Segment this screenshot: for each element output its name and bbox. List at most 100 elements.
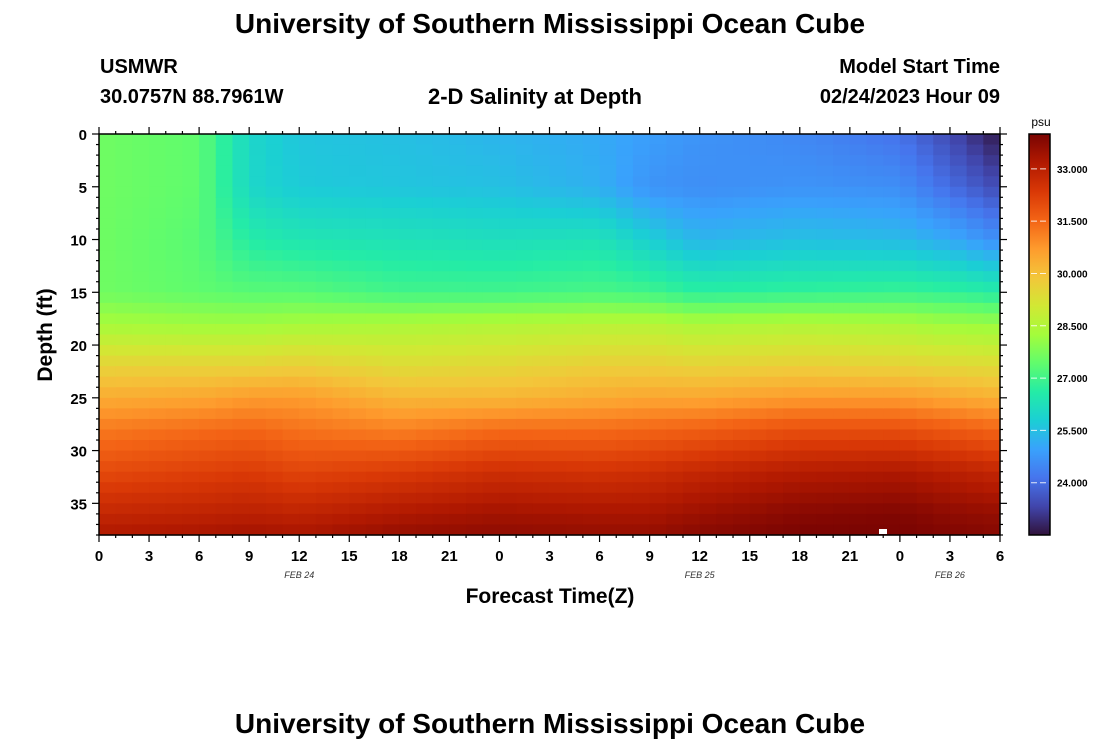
heatmap-cell <box>432 355 450 367</box>
heatmap-cell <box>682 250 701 262</box>
heatmap-cell <box>215 197 234 209</box>
heatmap-cell <box>716 292 734 304</box>
heatmap-cell <box>299 492 317 504</box>
heatmap-cell <box>149 176 167 188</box>
heatmap-cell <box>232 513 250 526</box>
heatmap-cell <box>165 302 184 314</box>
heatmap-cell <box>149 292 167 304</box>
heatmap-cell <box>582 323 601 336</box>
heatmap-cell <box>265 250 284 262</box>
heatmap-cell <box>332 376 350 388</box>
heatmap-cell <box>916 418 934 431</box>
heatmap-cell <box>599 418 617 431</box>
heatmap-cell <box>165 355 184 367</box>
heatmap-cell <box>99 513 117 526</box>
x-tick-label: 15 <box>341 548 358 565</box>
heatmap-cell <box>866 302 884 314</box>
heatmap-cell <box>632 239 651 251</box>
heatmap-cell <box>182 482 200 494</box>
heatmap-cell <box>666 207 684 220</box>
heatmap-cell <box>899 197 918 209</box>
heatmap-cell <box>215 313 234 325</box>
heatmap-cell <box>282 524 300 536</box>
heatmap-cell <box>682 397 701 409</box>
heatmap-cell <box>616 376 634 388</box>
heatmap-cell <box>516 239 534 251</box>
heatmap-cell <box>749 482 768 494</box>
heatmap-cell <box>299 302 317 314</box>
heatmap-cell <box>749 440 768 452</box>
heatmap-cell <box>282 176 300 188</box>
heatmap-cell <box>616 239 634 251</box>
heatmap-cell <box>733 165 751 177</box>
heatmap-cell <box>516 186 534 198</box>
heatmap-cell <box>449 134 467 146</box>
heatmap-cell <box>332 513 350 526</box>
heatmap-cell <box>265 165 284 177</box>
heatmap-cell <box>632 461 651 473</box>
heatmap-cell <box>115 302 133 314</box>
heatmap-cell <box>966 250 984 262</box>
heatmap-cell <box>733 429 751 441</box>
heatmap-cell <box>466 397 484 409</box>
heatmap-cell <box>733 228 751 241</box>
heatmap-cell <box>816 155 834 167</box>
heatmap-cell <box>165 440 184 452</box>
heatmap-cell <box>549 228 567 241</box>
heatmap-cell <box>232 250 250 262</box>
heatmap-cell <box>399 397 417 409</box>
heatmap-cell <box>716 144 734 156</box>
colorbar-tick-label: 33.000 <box>1057 165 1088 176</box>
heatmap-cell <box>466 176 484 188</box>
heatmap-cell <box>532 144 551 156</box>
heatmap-cell <box>232 302 250 314</box>
colorbar-tick-label: 31.500 <box>1057 217 1088 228</box>
heatmap-cell <box>966 281 984 293</box>
heatmap-cell <box>632 144 651 156</box>
heatmap-cell <box>916 334 934 346</box>
heatmap-cell <box>749 408 768 420</box>
heatmap-cell <box>766 418 784 431</box>
heatmap-cell <box>482 450 501 462</box>
heatmap-cell <box>199 376 217 388</box>
heatmap-cell <box>182 313 200 325</box>
heatmap-cell <box>466 355 484 367</box>
heatmap-cell <box>449 503 467 515</box>
heatmap-cell <box>632 228 651 241</box>
heatmap-cell <box>616 471 634 483</box>
heatmap-cell <box>115 292 133 304</box>
heatmap-cell <box>799 429 818 441</box>
heatmap-cell <box>949 418 968 431</box>
heatmap-cell <box>833 313 851 325</box>
heatmap-cell <box>299 134 317 146</box>
heatmap-cell <box>282 292 300 304</box>
heatmap-cell <box>966 429 984 441</box>
heatmap-cell <box>416 408 434 420</box>
heatmap-cell <box>549 408 567 420</box>
heatmap-cell <box>899 450 918 462</box>
heatmap-cell <box>699 503 717 515</box>
x-axis-tick-labels: 0 3 6 9 12 15 18 21 0 3 6 9 12 15 18 21 0 3 6 <box>95 548 1004 565</box>
heatmap-cell <box>399 165 417 177</box>
heatmap-cell <box>899 376 918 388</box>
heatmap-cell <box>799 207 818 220</box>
heatmap-cell <box>649 376 667 388</box>
heatmap-cell <box>532 186 551 198</box>
heatmap-cell <box>749 218 768 230</box>
heatmap-cell <box>716 376 734 388</box>
heatmap-cell <box>349 418 367 431</box>
heatmap-cell <box>199 450 217 462</box>
heatmap-cell <box>132 165 150 177</box>
heatmap-cell <box>682 524 701 536</box>
heatmap-cell <box>599 482 617 494</box>
heatmap-cell <box>883 397 901 409</box>
heatmap-cell <box>883 492 901 504</box>
heatmap-cell <box>666 292 684 304</box>
heatmap-cell <box>249 366 267 378</box>
heatmap-cell <box>382 155 400 167</box>
heatmap-cell <box>783 366 801 378</box>
heatmap-cell <box>365 376 384 388</box>
heatmap-cell <box>132 155 150 167</box>
heatmap-cell <box>616 207 634 220</box>
heatmap-cell <box>949 450 968 462</box>
